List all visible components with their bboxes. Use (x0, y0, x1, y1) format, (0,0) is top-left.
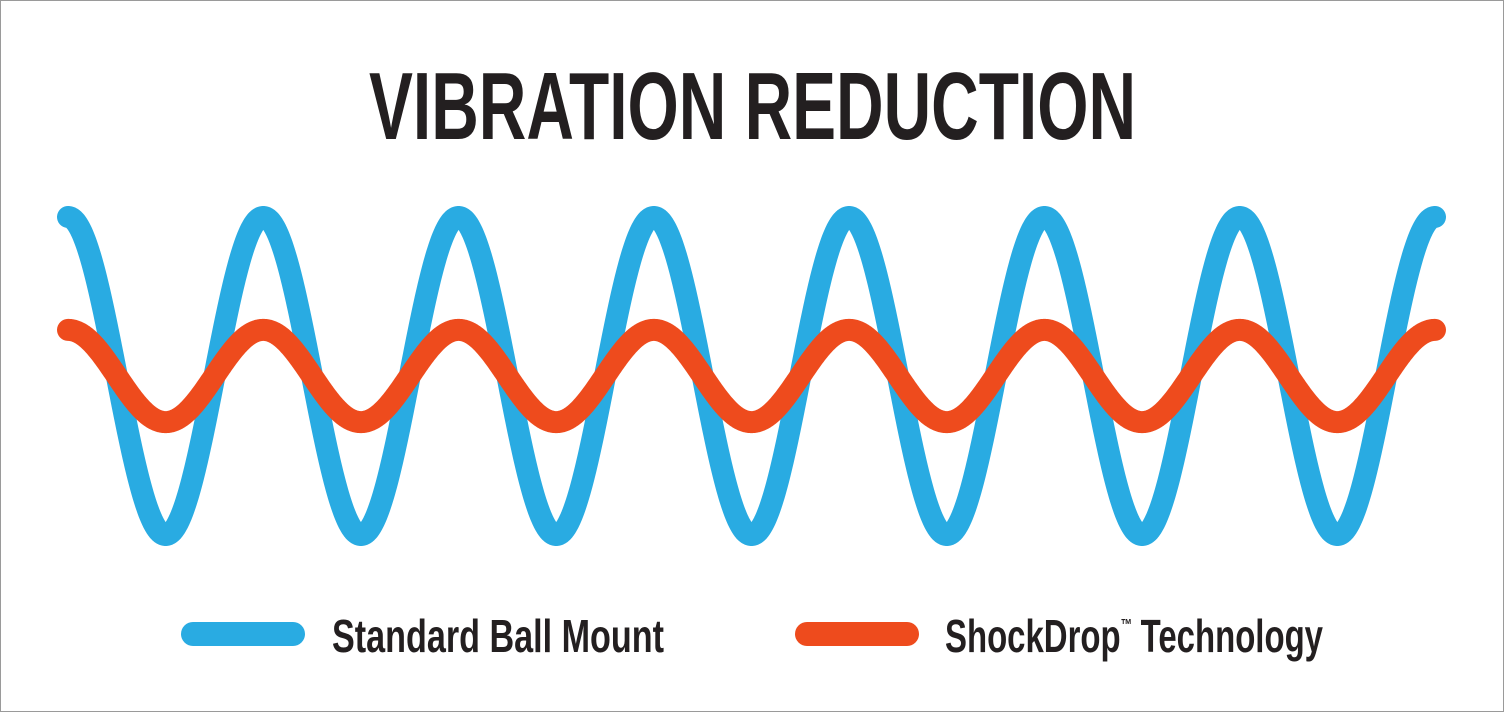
waves (57, 206, 1446, 546)
chart-title: VIBRATION REDUCTION (369, 53, 1136, 160)
series-line-shockdrop-technology (57, 318, 1446, 434)
legend-label-shockdrop: ShockDrop™ Technology (945, 610, 1323, 662)
legend-label-trademark: ™ (1121, 617, 1132, 634)
series-line-standard-ball-mount (57, 206, 1446, 546)
legend-label-shockdrop-rest: Technology (1141, 610, 1324, 662)
legend-label-shockdrop-name: ShockDrop (945, 610, 1121, 662)
legend-label-standard: Standard Ball Mount (332, 610, 664, 662)
